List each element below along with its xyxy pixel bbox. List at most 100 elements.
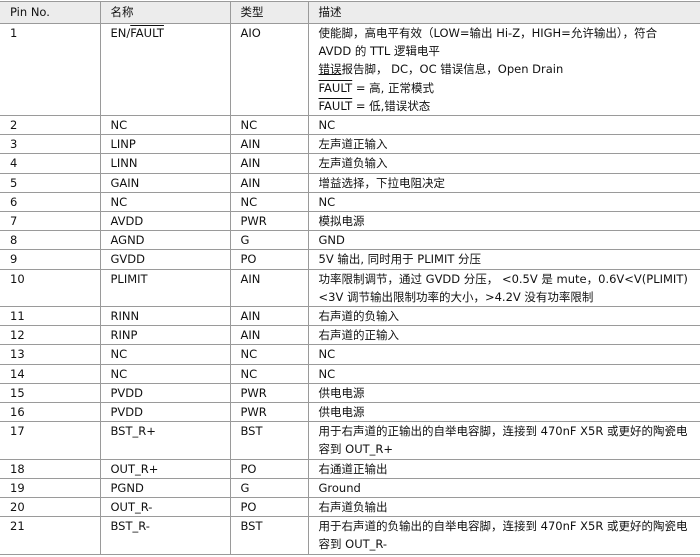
- header-desc: 描述: [307, 1, 700, 24]
- table-row: 7 AVDD PWR 模拟电源: [0, 211, 700, 232]
- desc-cell: 右声道的负输入: [307, 306, 700, 327]
- header-row: Pin No. 名称 类型 描述: [0, 1, 700, 24]
- table-row: 4 LINN AIN 左声道负输入: [0, 153, 700, 174]
- name-cell: NC: [99, 115, 231, 136]
- header-type: 类型: [229, 1, 309, 24]
- pin-cell: 2: [0, 115, 101, 136]
- pin-cell: 19: [0, 477, 101, 499]
- type-cell: G: [229, 477, 309, 499]
- name-cell: BST_R+: [99, 421, 231, 460]
- table-row: 1 EN/FAULT AIO 使能脚，高电平有效（LOW=输出 Hi-Z，HIG…: [0, 22, 700, 117]
- pin-cell: 9: [0, 249, 101, 270]
- name-cell: LINN: [99, 153, 231, 174]
- name-cell: PGND: [99, 477, 231, 499]
- header-name: 名称: [99, 1, 231, 24]
- name-cell: GAIN: [99, 172, 231, 193]
- desc-cell: 使能脚，高电平有效（LOW=输出 Hi-Z，HIGH=允许输出），符合 AVDD…: [307, 22, 700, 117]
- type-cell: BST: [229, 421, 309, 460]
- type-cell: PWR: [229, 382, 309, 404]
- type-cell: NC: [229, 344, 309, 365]
- pin-cell: 11: [0, 306, 101, 327]
- pin-cell: 14: [0, 363, 101, 384]
- desc-cell: 增益选择，下拉电阻决定: [307, 172, 700, 193]
- type-cell: AIO: [229, 22, 309, 117]
- name-cell: AGND: [99, 230, 231, 251]
- pin-cell: 1: [0, 22, 101, 117]
- table-row: 17 BST_R+ BST 用于右声道的正输出的自举电容脚，连接到 470nF X5R…: [0, 421, 700, 460]
- desc-cell: 左声道负输入: [307, 153, 700, 174]
- desc-line: FAULT = 低,错误状态: [319, 97, 693, 115]
- pin-cell: 5: [0, 172, 101, 193]
- fault-low: = 低,错误状态: [352, 98, 431, 113]
- table-row: 3 LINP AIN 左声道正输入: [0, 134, 700, 155]
- type-cell: PWR: [229, 402, 309, 423]
- name-cell: PVDD: [99, 382, 231, 404]
- desc-cell: 供电电源: [307, 382, 700, 404]
- name-cell: NC: [99, 191, 231, 213]
- table-row: 8 AGND G GND: [0, 230, 700, 251]
- type-cell: AIN: [229, 306, 309, 327]
- name-prefix: EN/: [110, 26, 131, 40]
- type-cell: PO: [229, 497, 309, 518]
- name-cell: PLIMIT: [99, 268, 231, 308]
- type-cell: AIN: [229, 172, 309, 193]
- desc-cell: 用于右声道的正输出的自举电容脚，连接到 470nF X5R 或更好的陶瓷电容到 …: [307, 421, 700, 460]
- table-row: 21 BST_R- BST 用于右声道的负输出的自举电容脚，连接到 470nF X5R…: [0, 516, 700, 555]
- table-row: 13 NC NC NC: [0, 344, 700, 365]
- name-cell: NC: [99, 363, 231, 384]
- name-cell: AVDD: [99, 211, 231, 232]
- table-row: 14 NC NC NC: [0, 363, 700, 384]
- table-row: 16 PVDD PWR 供电电源: [0, 402, 700, 423]
- table-row: 19 PGND G Ground: [0, 477, 700, 499]
- desc-cell: 模拟电源: [307, 211, 700, 232]
- pin-cell: 6: [0, 191, 101, 213]
- pin-cell: 21: [0, 516, 101, 555]
- name-cell: GVDD: [99, 249, 231, 270]
- name-cell: NC: [99, 344, 231, 365]
- desc-cell: 5V 输出, 同时用于 PLIMIT 分压: [307, 249, 700, 270]
- table-row: 20 OUT_R- PO 右声道负输出: [0, 497, 700, 518]
- table-row: 2 NC NC NC: [0, 115, 700, 136]
- fault-label: FAULT: [318, 98, 353, 113]
- desc-cell: 用于右声道的负输出的自举电容脚，连接到 470nF X5R 或更好的陶瓷电容到 …: [307, 516, 700, 555]
- pin-cell: 16: [0, 402, 101, 423]
- desc-line: 使能脚，高电平有效（LOW=输出 Hi-Z，HIGH=允许输出），符合 AVDD…: [318, 26, 658, 59]
- desc-rest: 报告脚， DC，OC 错误信息，Open Drain: [341, 62, 564, 77]
- type-cell: NC: [229, 363, 309, 384]
- desc-cell: 右声道负输出: [307, 497, 700, 518]
- desc-cell: 左声道正输入: [307, 134, 700, 155]
- name-overline: FAULT: [130, 26, 164, 40]
- desc-cell: NC: [307, 115, 700, 136]
- type-cell: G: [229, 230, 309, 251]
- desc-underlined: 错误: [318, 62, 342, 77]
- name-cell: LINP: [99, 134, 231, 155]
- type-cell: PO: [229, 458, 309, 479]
- desc-cell: 右声道的正输入: [307, 325, 700, 346]
- desc-line: FAULT = 高, 正常模式: [319, 79, 693, 97]
- pin-cell: 4: [0, 153, 101, 174]
- desc-cell: NC: [307, 363, 700, 384]
- type-cell: AIN: [229, 153, 309, 174]
- type-cell: PWR: [229, 211, 309, 232]
- desc-cell: 功率限制调节，通过 GVDD 分压， <0.5V 是 mute，0.6V<V(P…: [307, 268, 700, 308]
- table-row: 10 PLIMIT AIN 功率限制调节，通过 GVDD 分压， <0.5V 是 mu…: [0, 268, 700, 308]
- type-cell: PO: [229, 249, 309, 270]
- type-cell: AIN: [229, 134, 309, 155]
- type-cell: AIN: [229, 325, 309, 346]
- desc-cell: GND: [307, 230, 700, 251]
- name-cell: RINP: [99, 325, 231, 346]
- table-row: 6 NC NC NC: [0, 191, 700, 213]
- name-cell: OUT_R+: [99, 458, 231, 479]
- pin-cell: 10: [0, 268, 101, 308]
- desc-cell: 右通道正输出: [307, 458, 700, 479]
- table-row: 15 PVDD PWR 供电电源: [0, 382, 700, 404]
- desc-cell: 供电电源: [307, 402, 700, 423]
- type-cell: AIN: [229, 268, 309, 308]
- pin-cell: 8: [0, 230, 101, 251]
- table-row: 12 RINP AIN 右声道的正输入: [0, 325, 700, 346]
- pin-cell: 17: [0, 421, 101, 460]
- type-cell: BST: [229, 516, 309, 555]
- name-cell: BST_R-: [99, 516, 231, 555]
- fault-high: = 高, 正常模式: [352, 80, 434, 95]
